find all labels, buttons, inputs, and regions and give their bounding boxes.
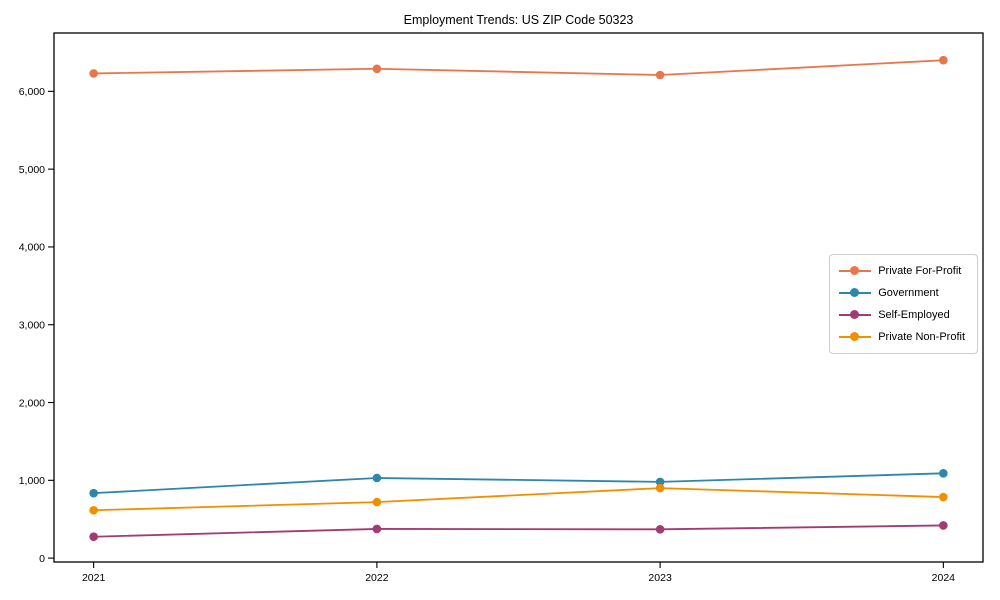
legend-item: Private For-Profit: [839, 262, 965, 280]
data-point: [89, 488, 98, 498]
legend-marker-icon: [839, 332, 872, 342]
y-tick-label: 2,000: [19, 397, 45, 409]
data-point: [372, 64, 382, 74]
data-point: [89, 505, 98, 515]
x-tick-label: 2022: [365, 572, 389, 584]
data-point: [655, 477, 665, 487]
series-line: [93, 472, 944, 495]
legend-item: Private Non-Profit: [839, 328, 965, 346]
y-tick-label: 3,000: [19, 320, 45, 332]
legend-label: Self-Employed: [878, 309, 950, 321]
data-point: [655, 70, 665, 80]
series-line: [93, 59, 944, 76]
y-tick-label: 0: [39, 553, 45, 565]
y-tick-label: 5,000: [19, 164, 45, 176]
legend-marker-icon: [839, 288, 872, 298]
legend-label: Private For-Profit: [878, 265, 962, 277]
data-point: [372, 524, 382, 534]
x-tick-label: 2024: [932, 572, 956, 584]
legend-item: Government: [839, 284, 965, 302]
chart-title: Employment Trends: US ZIP Code 50323: [403, 13, 634, 27]
data-point: [89, 532, 98, 542]
legend-marker-icon: [839, 310, 872, 320]
legend-marker-icon: [839, 266, 872, 276]
y-tick-label: 6,000: [19, 86, 45, 98]
data-point: [939, 469, 948, 478]
data-point: [939, 521, 948, 530]
data-point: [939, 492, 948, 502]
data-point: [372, 497, 382, 507]
data-point: [655, 525, 665, 534]
legend-label: Government: [878, 287, 939, 299]
data-point: [655, 483, 665, 493]
legend: Private For-Profit Government Self-Employe…: [829, 254, 978, 354]
plot-border: [53, 32, 984, 563]
data-point: [939, 55, 948, 65]
data-point: [89, 69, 98, 78]
y-tick-label: 4,000: [19, 242, 45, 254]
x-tick-label: 2023: [648, 572, 672, 584]
y-tick-label: 1,000: [19, 475, 45, 487]
x-tick-label: 2021: [82, 572, 106, 584]
legend-label: Private Non-Profit: [878, 331, 965, 343]
legend-item: Self-Employed: [839, 306, 965, 324]
data-point: [372, 473, 382, 483]
series-line: [93, 487, 944, 512]
series-line: [93, 524, 944, 538]
